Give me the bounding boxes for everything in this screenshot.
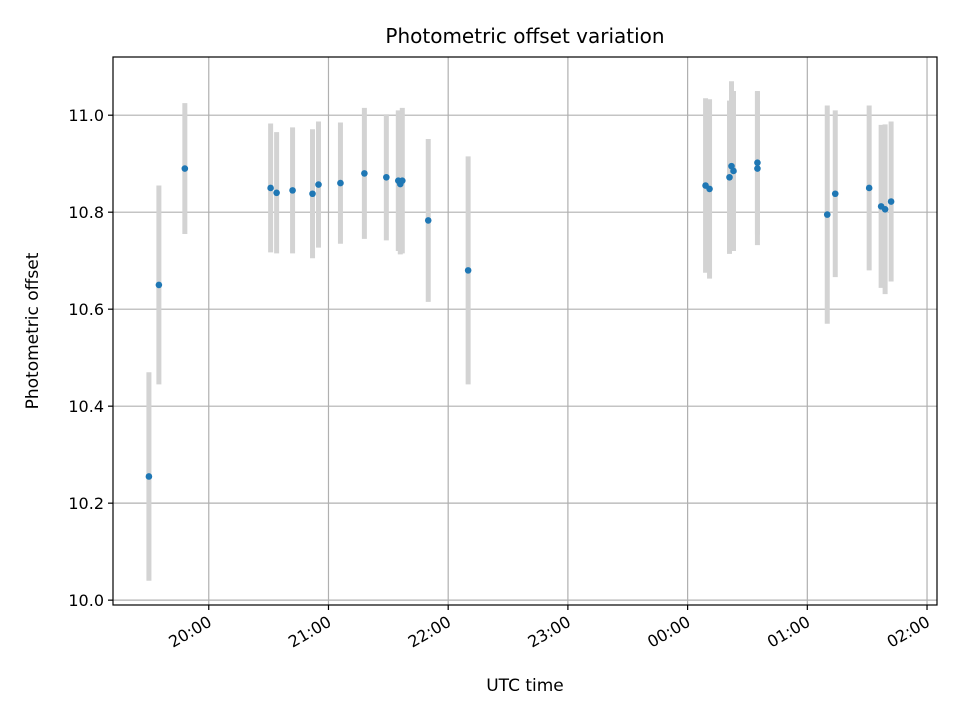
y-tick-label: 10.8 bbox=[68, 203, 104, 222]
y-axis-title: Photometric offset bbox=[23, 252, 43, 409]
data-point bbox=[424, 217, 432, 224]
chart-title: Photometric offset variation bbox=[385, 24, 664, 48]
data-point bbox=[145, 473, 153, 480]
data-point bbox=[181, 165, 189, 172]
data-point bbox=[823, 211, 831, 218]
data-point bbox=[754, 159, 761, 167]
data-point bbox=[726, 173, 733, 181]
data-point bbox=[887, 198, 895, 205]
y-tick-label: 10.0 bbox=[68, 591, 104, 610]
data-point bbox=[337, 179, 344, 187]
data-point bbox=[706, 185, 713, 193]
y-tick-label: 10.6 bbox=[68, 300, 104, 319]
data-point bbox=[273, 189, 280, 197]
data-point bbox=[267, 184, 274, 192]
data-point bbox=[464, 267, 472, 274]
y-tick-label: 11.0 bbox=[68, 106, 104, 125]
data-point bbox=[865, 184, 873, 192]
data-point bbox=[383, 173, 390, 181]
data-point bbox=[831, 190, 839, 198]
data-point bbox=[309, 190, 316, 198]
data-point bbox=[155, 281, 163, 289]
y-axis-ticks: 10.0 10.2 10.4 10.6 10.8 11.0 bbox=[68, 106, 113, 610]
data-point bbox=[398, 177, 406, 184]
plot-frame bbox=[112, 56, 938, 606]
grid-lines bbox=[113, 57, 937, 605]
data-points bbox=[145, 159, 895, 480]
data-point bbox=[315, 181, 322, 188]
x-axis-title: UTC time bbox=[486, 676, 564, 696]
data-point bbox=[881, 205, 889, 213]
y-tick-label: 10.2 bbox=[68, 494, 104, 513]
data-point bbox=[361, 170, 368, 177]
data-point bbox=[730, 167, 737, 175]
data-point bbox=[754, 165, 761, 172]
y-tick-label: 10.4 bbox=[68, 397, 104, 416]
data-point bbox=[289, 187, 296, 194]
